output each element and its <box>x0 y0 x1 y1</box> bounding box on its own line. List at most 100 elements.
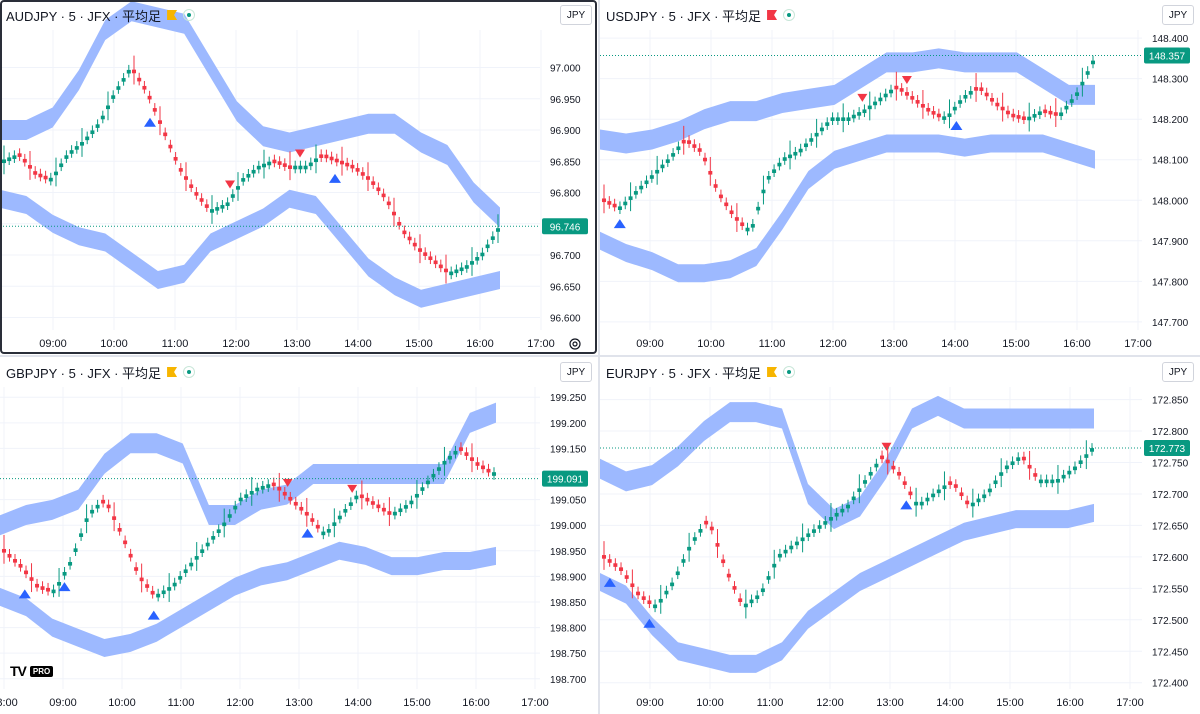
candle-body <box>1016 457 1021 461</box>
candle-body <box>246 173 251 178</box>
y-tick-label: 147.800 <box>1152 277 1189 288</box>
candle-body <box>636 591 641 596</box>
eurjpy-title[interactable]: EURJPY · 5 · JFX · 平均足 <box>606 365 762 381</box>
candle-body <box>1064 105 1069 110</box>
flag-icon[interactable] <box>167 367 178 377</box>
candle-body <box>132 69 136 74</box>
candle-body <box>402 230 407 235</box>
gbpjpy-chart-pane[interactable]: 199.250199.200199.150199.100199.050199.0… <box>0 357 598 714</box>
candle-body <box>288 496 293 501</box>
candle-body <box>709 526 714 531</box>
audjpy-title[interactable]: AUDJPY · 5 · JFX · 平均足 <box>6 8 162 24</box>
usdjpy-title[interactable]: USDJPY · 5 · JFX · 平均足 <box>606 8 762 24</box>
candle-body <box>649 175 654 179</box>
candle-body <box>878 97 883 102</box>
candle-body <box>708 170 713 175</box>
candle-body <box>418 248 422 252</box>
candle-body <box>1067 470 1072 475</box>
upper-band <box>600 48 1095 154</box>
gbpjpy-title[interactable]: GBPJPY · 5 · JFX · 平均足 <box>6 365 162 381</box>
candle-body <box>910 96 915 100</box>
candle-body <box>756 206 761 211</box>
usdjpy-chart-pane[interactable]: 148.400 148.300 148.200 148.100 148.000 147.9… <box>600 0 1200 355</box>
candle-body <box>381 193 386 198</box>
candle-body <box>428 256 433 261</box>
candle-body <box>392 511 397 516</box>
pane-divider-vertical[interactable] <box>598 0 600 714</box>
buy-signal-icon <box>58 582 71 592</box>
x-tick-label: 16:00 <box>1063 338 1091 350</box>
candle-body <box>173 157 178 161</box>
candle-body <box>343 509 348 513</box>
candle-body <box>995 102 1000 107</box>
eurjpy-chart[interactable]: 172.850 172.800 172.750 172.700 172.650 172.6… <box>600 357 1200 714</box>
candle-body <box>62 571 67 576</box>
y-tick-label: 172.700 <box>1152 490 1189 501</box>
pane-divider-horizontal[interactable] <box>0 355 1200 357</box>
flag-icon[interactable] <box>167 10 178 20</box>
candle-body <box>106 105 110 110</box>
eurjpy-header: EURJPY · 5 · JFX · 平均足 <box>606 363 796 381</box>
candle-body <box>1038 479 1043 484</box>
candle-body <box>145 584 150 588</box>
y-tick-label: 172.400 <box>1152 679 1189 690</box>
candle-body <box>1091 60 1095 65</box>
candle-body <box>766 576 771 580</box>
candle-body <box>745 227 750 232</box>
candle-body <box>766 175 771 180</box>
candle-body <box>1027 464 1032 469</box>
candle-body <box>602 198 606 203</box>
candle-body <box>914 501 919 506</box>
candle-body <box>979 87 984 92</box>
candle-body <box>126 69 131 74</box>
candle-body <box>1000 106 1005 111</box>
candle-body <box>485 244 490 249</box>
buy-signal-icon <box>643 618 656 628</box>
x-tick-label: 14:00 <box>344 338 372 350</box>
candle-body <box>475 462 480 466</box>
candle-body <box>355 168 360 172</box>
audjpy-chart[interactable]: 97.00096.95096.90096.85096.80096.75096.7… <box>0 0 598 355</box>
candle-body <box>480 252 485 257</box>
candle-body <box>204 204 209 208</box>
x-tick-label: 13:00 <box>285 697 313 709</box>
audjpy-chart-pane[interactable]: 97.00096.95096.90096.85096.80096.75096.7… <box>0 0 598 355</box>
currency-button[interactable]: JPY <box>1162 5 1194 25</box>
flag-icon[interactable] <box>767 10 778 20</box>
flag-icon[interactable] <box>767 367 778 377</box>
candle-body <box>607 559 612 563</box>
candle-body <box>743 603 748 608</box>
candle-body <box>873 101 878 106</box>
gbpjpy-chart[interactable]: 199.250199.200199.150199.100199.050199.0… <box>0 357 598 714</box>
candle-body <box>726 573 731 578</box>
y-tick-label: 199.250 <box>550 393 587 404</box>
settings-icon[interactable] <box>568 337 582 351</box>
candle-body <box>687 140 692 144</box>
sell-signal-icon <box>282 478 293 487</box>
candle-body <box>299 506 304 511</box>
candle-body <box>386 201 391 206</box>
candle-body <box>227 514 232 518</box>
x-tick-label: 17:00 <box>1116 697 1144 709</box>
candle-body <box>702 157 707 162</box>
candle-body <box>602 555 606 559</box>
candle-body <box>282 163 287 167</box>
y-tick-label: 172.650 <box>1152 521 1189 532</box>
candle-body <box>1075 92 1080 96</box>
currency-button[interactable]: JPY <box>560 362 592 382</box>
candle-body <box>121 78 126 82</box>
candle-body <box>697 148 702 152</box>
last-price-label: 96.746 <box>550 222 581 233</box>
candle-body <box>729 210 734 215</box>
eurjpy-chart-pane[interactable]: 172.850 172.800 172.750 172.700 172.650 172.6… <box>600 357 1200 714</box>
currency-button[interactable]: JPY <box>1162 362 1194 382</box>
candle-body <box>95 124 100 128</box>
candle-body <box>90 509 95 514</box>
x-tick-label: 13:00 <box>876 697 904 709</box>
currency-button[interactable]: JPY <box>560 5 592 25</box>
usdjpy-chart[interactable]: 148.400 148.300 148.200 148.100 148.000 147.9… <box>600 0 1200 355</box>
tradingview-logo[interactable]: TV PRO <box>10 663 54 679</box>
candle-body <box>414 493 419 498</box>
y-tick-label: 96.850 <box>550 157 581 168</box>
last-price-label: 199.091 <box>547 475 584 486</box>
